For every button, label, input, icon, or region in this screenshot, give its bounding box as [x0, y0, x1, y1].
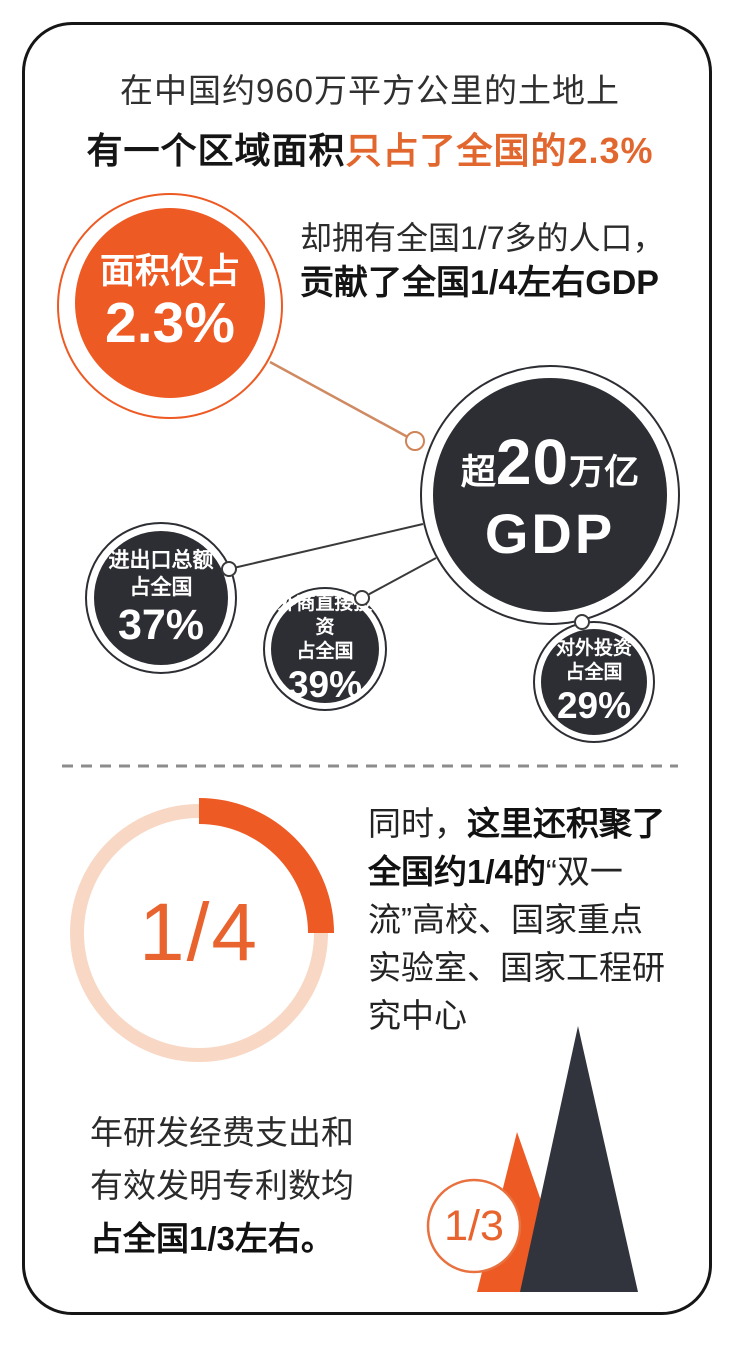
rnd-text: 年研发经费支出和 有效发明专利数均 占全国1/3左右。 — [90, 1106, 354, 1265]
gdp-number: 20 — [495, 425, 570, 498]
stat-odi-value: 29% — [556, 685, 632, 726]
stat-trade-title: 进出口总额 — [108, 549, 214, 572]
stat-odi-title: 对外投资 — [555, 638, 632, 659]
gdp-unit: 万亿 — [569, 452, 640, 492]
connector-gdp-to-fdi — [361, 557, 437, 599]
stat-fdi-subtitle: 占全国 — [296, 641, 354, 662]
gdp-headline: 超 20 万亿 — [461, 425, 639, 499]
stat-trade-value: 37% — [117, 601, 205, 649]
education-text: 同时，这里还积聚了全国约1/4的“双一流”高校、国家重点实验室、国家工程研究中心 — [368, 800, 670, 1040]
header: 在中国约960万平方公里的土地上 有一个区域面积只占了全国的2.3% — [0, 64, 740, 174]
connector-area-to-gdp — [269, 360, 416, 443]
gdp-prefix: 超 — [460, 452, 496, 492]
third-badge-value: 1/3 — [444, 1201, 504, 1250]
header-line2: 有一个区域面积只占了全国的2.3% — [0, 122, 740, 174]
node-odi — [574, 614, 590, 630]
rnd-line3: 占全国1/3左右。 — [90, 1220, 334, 1257]
area-bubble-label: 面积仅占 — [99, 252, 240, 291]
area-bubble: 面积仅占 2.3% — [75, 208, 265, 398]
node-gdp-left — [405, 431, 425, 451]
node-trade — [221, 561, 237, 577]
stat-odi-subtitle: 占全国 — [565, 662, 623, 683]
intro-line2: 贡献了全国1/4左右GDP — [300, 264, 659, 302]
stat-trade-bubble: 进出口总额 占全国 37% — [94, 531, 228, 665]
card-frame — [22, 22, 712, 1315]
stat-odi-bubble: 对外投资 占全国 29% — [541, 629, 647, 735]
education-seg3: “双一流”高校、国家重点实验室、国家工程研究中心 — [368, 853, 665, 1034]
quarter-ring-value: 1/4 — [139, 887, 259, 978]
third-badge-circle — [426, 1178, 522, 1274]
intro-line1: 却拥有全国1/7多的人口， — [300, 220, 665, 256]
education-seg1: 同时， — [368, 805, 467, 842]
stat-trade-subtitle: 占全国 — [129, 576, 193, 599]
mountain-dark — [520, 1026, 638, 1292]
header-line2-black: 有一个区域面积 — [86, 130, 346, 171]
header-line1: 在中国约960万平方公里的土地上 — [119, 72, 621, 109]
gdp-bubble: 超 20 万亿 GDP — [433, 378, 667, 612]
intro-text: 却拥有全国1/7多的人口， 贡献了全国1/4左右GDP — [300, 216, 665, 306]
node-fdi — [354, 590, 370, 606]
quarter-donut-arc — [198, 798, 334, 934]
area-bubble-value: 2.3% — [105, 291, 235, 355]
header-line2-orange: 只占了全国的2.3% — [345, 130, 654, 171]
connector-gdp-to-trade — [228, 523, 424, 570]
stat-fdi-bubble: 外商直接投资 占全国 39% — [271, 593, 379, 705]
rnd-line2: 有效发明专利数均 — [90, 1167, 354, 1204]
gdp-caption: GDP — [484, 501, 616, 565]
stat-fdi-title: 外商直接投资 — [277, 593, 373, 638]
education-seg2: 这里还积聚了全国约1/4的 — [368, 805, 665, 890]
stat-fdi-value: 39% — [287, 664, 363, 705]
rnd-line1: 年研发经费支出和 — [90, 1114, 354, 1151]
